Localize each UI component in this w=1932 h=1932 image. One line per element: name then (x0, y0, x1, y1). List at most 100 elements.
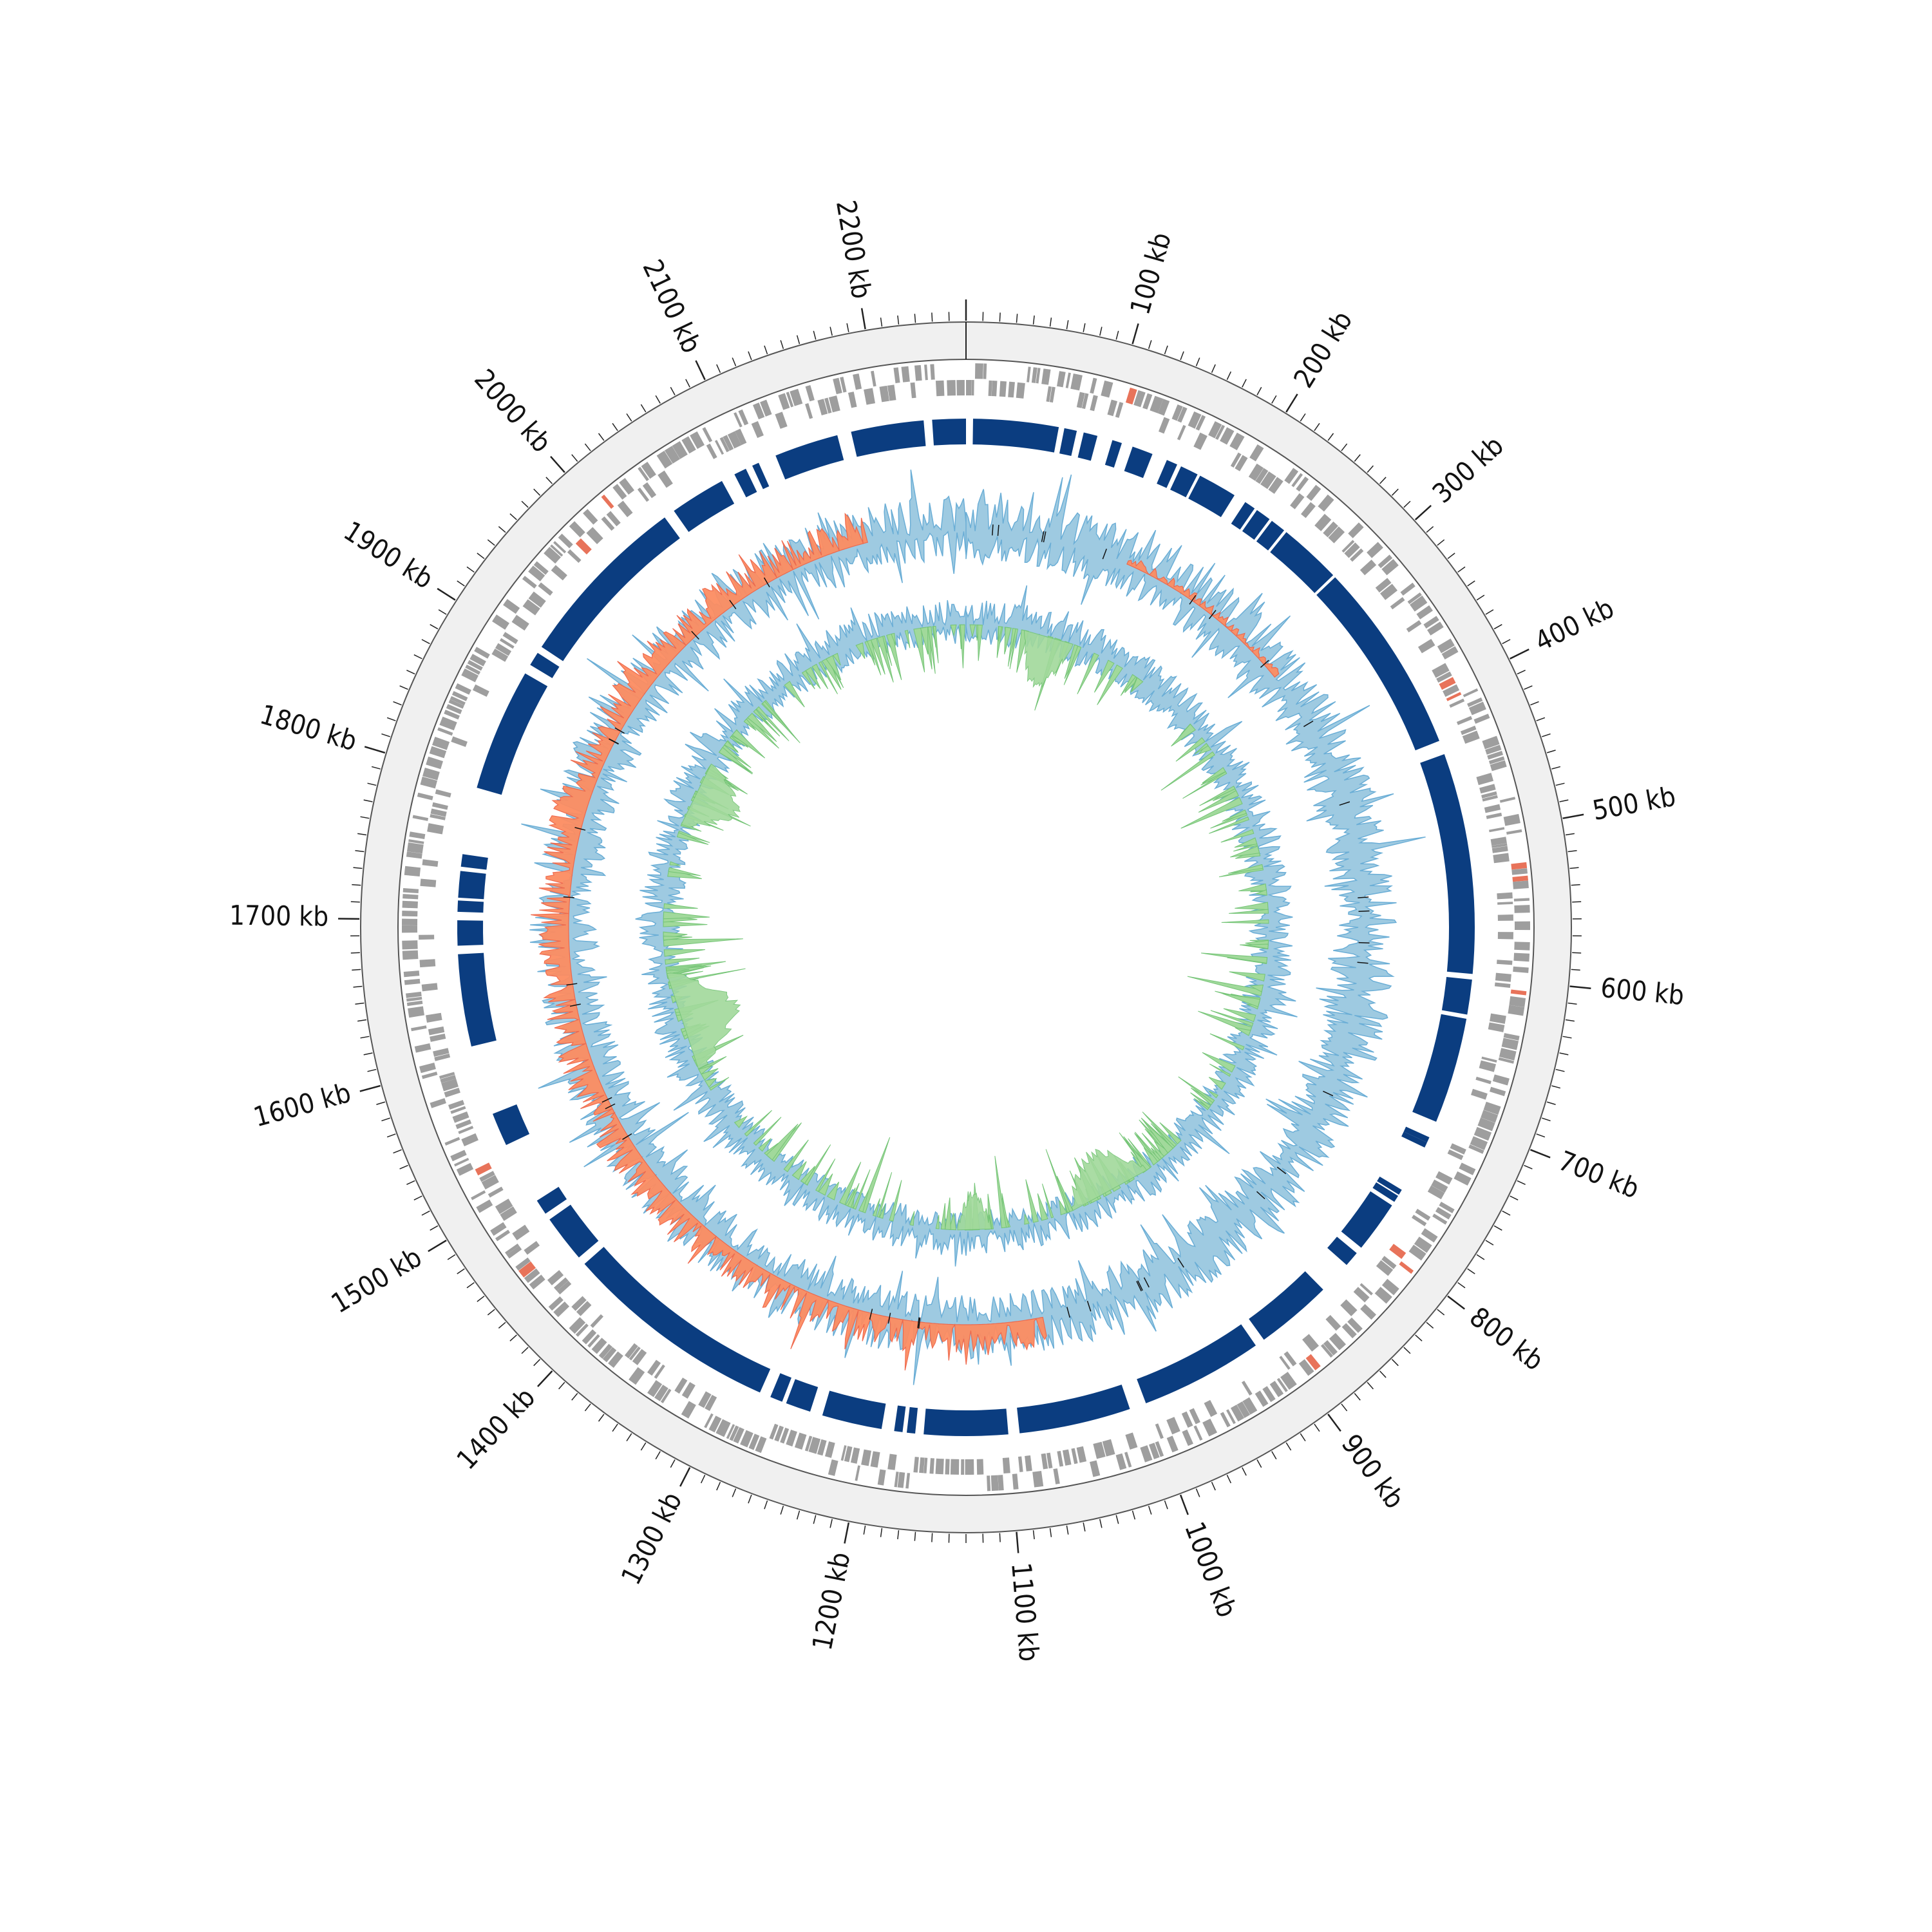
minor-tick (1379, 477, 1387, 484)
minor-tick (1300, 1433, 1306, 1442)
minor-tick (393, 1149, 402, 1154)
gene-feature (1090, 377, 1097, 394)
gene-feature (458, 1126, 474, 1135)
gc-skew-spike (1255, 889, 1267, 896)
gene-feature (1235, 455, 1248, 471)
gene-feature (1450, 1143, 1466, 1155)
gc-skew-spike (801, 670, 815, 690)
minor-tick (1049, 317, 1052, 327)
gene-feature (1470, 1136, 1488, 1150)
minor-tick (357, 833, 367, 836)
gene-feature (833, 377, 842, 395)
gene-feature (654, 1364, 665, 1379)
gc-skew-spike (744, 1110, 772, 1137)
gene-feature (1473, 1126, 1492, 1141)
gene-feature (1381, 559, 1399, 576)
gene-feature (848, 392, 857, 408)
gene-feature (733, 1427, 744, 1444)
major-tick (695, 360, 706, 381)
gene-feature (1360, 1303, 1377, 1320)
gene-feature (1476, 772, 1494, 786)
gene-feature (991, 380, 998, 397)
gene-feature (1488, 756, 1505, 764)
gene-feature (1514, 942, 1530, 951)
gene-feature (426, 756, 444, 770)
minor-tick (1551, 766, 1561, 770)
gene-feature (1158, 417, 1170, 434)
minor-tick (931, 312, 933, 322)
gc-skew-spike (1222, 810, 1247, 822)
gene-feature (461, 1133, 478, 1146)
gene-feature (1503, 1033, 1520, 1041)
gene-feature (1325, 1314, 1341, 1331)
gene-feature (1454, 1171, 1472, 1186)
gene-feature (1171, 404, 1183, 421)
gc-marker (1043, 531, 1046, 543)
gc-skew-spike (1041, 1183, 1054, 1218)
gene-feature (1481, 791, 1497, 799)
region-block (1170, 466, 1198, 498)
gene-feature (1479, 1060, 1497, 1072)
gene-feature (402, 910, 418, 917)
minor-tick (352, 884, 361, 886)
minor-tick (1502, 639, 1511, 645)
gene-feature (1407, 592, 1422, 605)
minor-tick (367, 1068, 377, 1072)
minor-tick (386, 1133, 396, 1138)
region-block (674, 480, 735, 532)
gene-feature (590, 1314, 603, 1328)
gene-feature (629, 1367, 645, 1385)
gene-feature (808, 1437, 821, 1454)
gc-skew-spike (701, 1068, 719, 1081)
minor-tick (430, 1225, 439, 1231)
gene-feature (491, 649, 509, 662)
minor-tick (413, 1195, 422, 1200)
gene-feature (502, 632, 518, 645)
gene-feature (714, 440, 724, 455)
gene-feature (971, 380, 974, 396)
gene-feature (1062, 1449, 1072, 1466)
gene-feature (1249, 444, 1264, 462)
gene-feature (601, 494, 614, 509)
gene-feature (406, 1000, 423, 1007)
gc-skew-spike (1135, 1132, 1160, 1162)
gene-feature (515, 1257, 531, 1271)
gene-feature (844, 1446, 853, 1463)
gene-feature (1511, 868, 1528, 875)
minor-tick (352, 969, 361, 971)
minor-tick (393, 701, 402, 706)
minor-tick (1476, 1254, 1485, 1260)
gc-marker (1189, 594, 1197, 605)
minor-tick (1476, 594, 1485, 601)
minor-tick (367, 782, 377, 786)
gc-skew-spike (1004, 627, 1012, 655)
minor-tick (655, 1451, 661, 1460)
gc-skew-spike (663, 921, 708, 927)
minor-tick (598, 1414, 605, 1422)
gene-feature (674, 1378, 688, 1394)
gene-feature (404, 978, 421, 985)
gc-marker (1086, 1300, 1092, 1312)
minor-tick (716, 364, 721, 374)
gene-feature (1381, 1256, 1397, 1269)
minor-tick (1457, 566, 1466, 573)
gc-skew-spike (889, 1180, 902, 1222)
gene-feature (1125, 1432, 1138, 1450)
region-block (775, 435, 844, 480)
gc-skew-spike (855, 642, 866, 659)
gc-skew-spike (1209, 816, 1249, 834)
minor-tick (1049, 1528, 1052, 1537)
gene-feature (1486, 812, 1502, 819)
minor-tick (796, 1510, 800, 1520)
gene-feature (913, 1457, 919, 1473)
gene-feature (1065, 372, 1071, 388)
minor-tick (466, 1282, 475, 1289)
major-tick (1569, 985, 1591, 989)
gene-feature (444, 1137, 460, 1146)
gene-feature (1255, 1390, 1269, 1407)
gc-content-band (521, 469, 1426, 1385)
gene-feature (587, 1334, 600, 1348)
gene-feature (1379, 583, 1397, 600)
gene-feature (450, 696, 466, 706)
